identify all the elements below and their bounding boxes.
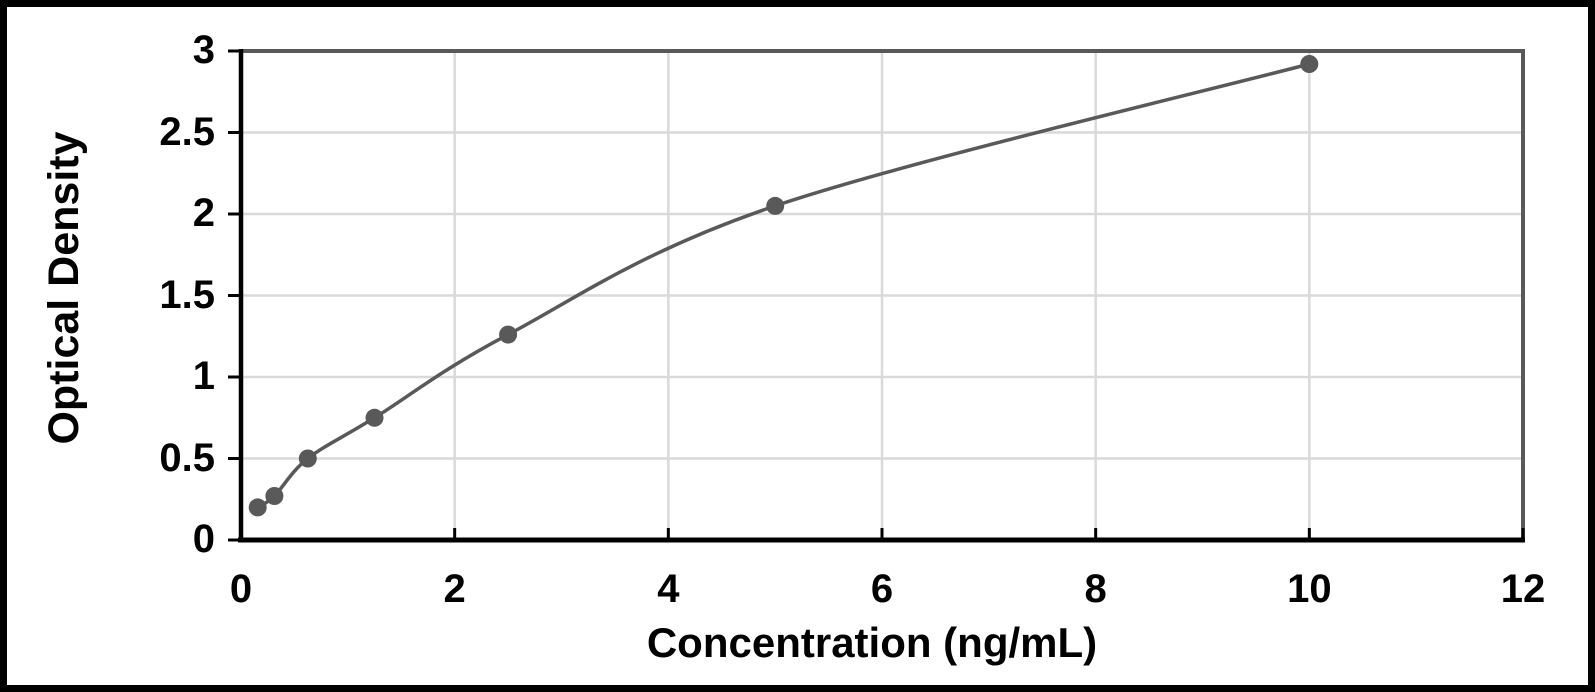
data-point-marker <box>766 196 785 215</box>
data-point-marker <box>499 325 518 344</box>
data-point-marker <box>1300 55 1319 73</box>
x-tick-label: 12 <box>1500 567 1546 611</box>
y-tick-label: 1 <box>192 354 215 398</box>
x-axis-title: Concentration (ng/mL) <box>646 619 1098 666</box>
y-tick-label: 2 <box>192 191 215 235</box>
y-tick-label: 3 <box>192 28 215 72</box>
x-tick-label: 6 <box>870 567 894 611</box>
data-point-marker <box>265 487 284 505</box>
x-tick-label: 8 <box>1084 567 1107 611</box>
x-tick-label: 4 <box>657 567 680 611</box>
y-tick-label: 2.5 <box>159 109 215 154</box>
data-point-marker <box>298 449 317 468</box>
x-tick-label: 2 <box>443 567 466 611</box>
data-point-marker <box>248 498 267 517</box>
plot-canvas <box>228 49 1525 543</box>
data-point-marker <box>365 408 384 427</box>
y-tick-label: 0.5 <box>159 435 215 480</box>
x-tick-label: 0 <box>229 567 253 611</box>
series-curve <box>255 62 1312 510</box>
x-tick-label: 10 <box>1287 567 1332 611</box>
y-tick-label: 1.5 <box>159 272 215 317</box>
y-tick-label: 0 <box>192 517 215 561</box>
